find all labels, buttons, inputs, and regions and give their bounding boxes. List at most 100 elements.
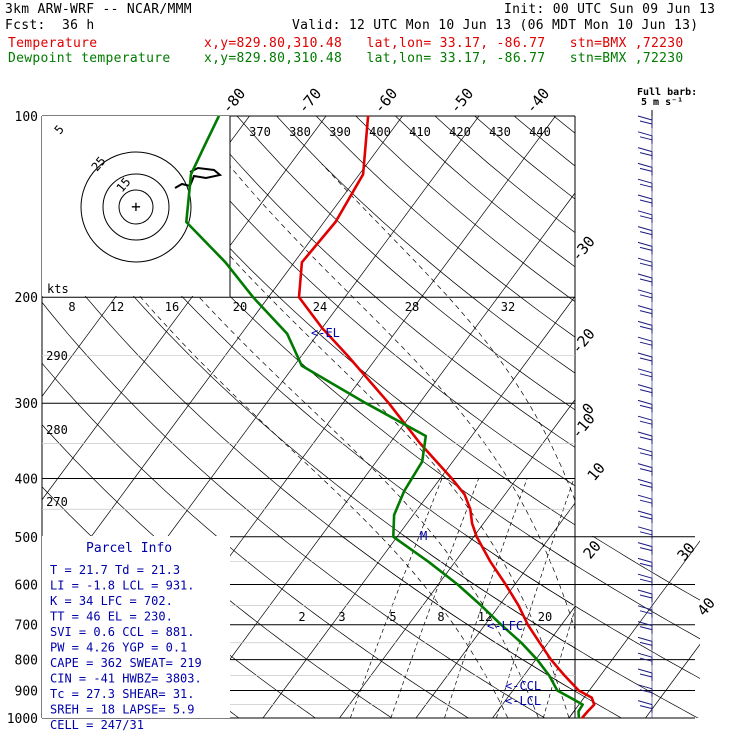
barb-legend-title: Full barb: bbox=[637, 87, 697, 98]
isotherm-label: -40 bbox=[522, 85, 553, 117]
pressure-label: 500 bbox=[15, 531, 38, 546]
wind-barb bbox=[637, 399, 653, 409]
mixing-ratio-label-lower: 20 bbox=[538, 610, 552, 624]
hodograph-background bbox=[42, 116, 230, 296]
wind-barb bbox=[637, 557, 653, 567]
pressure-label: 1000 bbox=[7, 712, 38, 727]
isotherms-lower bbox=[568, 540, 700, 718]
model-title: 3km ARW-WRF -- NCAR/MMM bbox=[5, 2, 192, 17]
dry-adiabat-line bbox=[236, 116, 575, 411]
parcel-row: Tc = 27.3 SHEAR= 31. bbox=[50, 687, 195, 701]
pressure-label: 800 bbox=[15, 654, 38, 669]
dry-adiabat-line bbox=[42, 301, 546, 718]
theta-label: 440 bbox=[529, 125, 551, 139]
pressure-label: 200 bbox=[15, 291, 38, 306]
temperature-point bbox=[475, 535, 478, 538]
temperature-point bbox=[590, 696, 593, 699]
isotherm-line bbox=[42, 116, 403, 604]
dewpoint-point bbox=[393, 514, 395, 516]
parcel-title: Parcel Info bbox=[86, 541, 172, 556]
barb-legend-units: 5 m s⁻¹ bbox=[641, 97, 683, 108]
isotherm-line bbox=[568, 709, 575, 718]
wind-barbs: Full barb:5 m s⁻¹ bbox=[637, 87, 697, 718]
hodograph-ring bbox=[102, 173, 170, 241]
parcel-row: SVI = 0.6 CCL = 881. bbox=[50, 625, 195, 639]
wind-barb bbox=[637, 636, 653, 646]
temperature-point bbox=[450, 477, 453, 480]
valid-time: Valid: 12 UTC Mon 10 Jun 13 (06 MDT Mon … bbox=[292, 18, 699, 33]
mixing-ratio-label-lower: 5 bbox=[389, 610, 396, 624]
dry-adiabat-line bbox=[403, 536, 699, 718]
pressure-label: 400 bbox=[15, 472, 38, 487]
dry-adiabat-line bbox=[591, 536, 700, 601]
mixing-ratio-label-lower: 3 bbox=[338, 610, 345, 624]
pressure-label: 900 bbox=[15, 684, 38, 699]
isotherm-label: -50 bbox=[446, 85, 477, 117]
isotherm-line bbox=[186, 192, 575, 718]
parcel-background bbox=[42, 536, 230, 718]
wind-barb bbox=[637, 131, 653, 141]
dewpoint-point bbox=[190, 173, 192, 176]
parcel-info-box: Parcel Info T = 21.7 Td = 21.3 LI = -1.8 L… bbox=[42, 536, 230, 732]
wind-barb bbox=[637, 478, 653, 488]
wind-barb bbox=[637, 289, 653, 299]
mixing-ratio-label: 12 bbox=[110, 300, 124, 314]
dry-adiabats-lower bbox=[341, 536, 700, 718]
wind-barb bbox=[637, 526, 653, 536]
wind-barb bbox=[637, 352, 653, 362]
theta-label: 420 bbox=[449, 125, 471, 139]
wind-barb bbox=[637, 431, 653, 441]
dewpoint-point bbox=[456, 583, 459, 586]
temperature-point bbox=[321, 327, 323, 329]
wind-barb bbox=[637, 384, 653, 394]
dewpoint-point bbox=[427, 560, 430, 563]
temperature-point bbox=[301, 261, 303, 264]
mixing-ratio-label: 24 bbox=[313, 300, 327, 314]
dewpoint-point bbox=[569, 696, 572, 699]
theta-label: 400 bbox=[369, 125, 391, 139]
isotherm-label: 20 bbox=[579, 537, 604, 562]
temperature-point bbox=[362, 173, 364, 176]
pressure-label: 300 bbox=[15, 397, 38, 412]
temperature-point bbox=[298, 296, 300, 299]
dewpoint-point bbox=[500, 623, 502, 626]
wind-barb bbox=[637, 320, 653, 330]
moist-adiabat-line bbox=[321, 163, 575, 502]
wind-barb bbox=[637, 652, 653, 662]
parcel-row: TT = 46 EL = 230. bbox=[50, 610, 173, 624]
theta-label: 390 bbox=[329, 125, 351, 139]
dry-adiabat-line bbox=[474, 116, 575, 200]
isotherm-label: -70 bbox=[294, 85, 325, 117]
mixing-ratio-label-lower: 2 bbox=[298, 610, 305, 624]
dewpoint-point bbox=[425, 435, 427, 437]
dry-adiabat-line bbox=[78, 116, 575, 566]
mixing-ratio-label: 16 bbox=[165, 300, 179, 314]
dry-adiabat-line bbox=[341, 536, 623, 718]
dry-adiabat-line bbox=[197, 116, 575, 448]
temperature-point bbox=[577, 689, 580, 692]
wind-barb bbox=[637, 700, 653, 710]
wind-barb bbox=[637, 684, 653, 694]
wind-barb bbox=[637, 210, 653, 220]
temperature-point bbox=[563, 674, 566, 677]
dewpoint-point bbox=[480, 604, 482, 607]
theta-label-left: 270 bbox=[46, 495, 68, 509]
isotherm-line bbox=[568, 540, 700, 718]
wind-barb bbox=[637, 573, 653, 583]
dry-adiabat-line bbox=[276, 116, 575, 374]
wind-barb bbox=[637, 226, 653, 236]
diagram-grid bbox=[41, 115, 740, 719]
temperature-point bbox=[419, 442, 422, 445]
theta-label: 410 bbox=[409, 125, 431, 139]
dewpoint-point bbox=[218, 115, 220, 117]
dry-adiabat-line bbox=[395, 116, 575, 268]
dewpoint-point bbox=[421, 460, 423, 463]
isotherm-line bbox=[646, 116, 740, 718]
wind-barb bbox=[637, 115, 653, 125]
parcel-row: CELL = 247/31 bbox=[50, 718, 144, 732]
dry-adiabat-line bbox=[513, 116, 575, 167]
wind-barb bbox=[637, 542, 653, 552]
mixing-ratio-label: 8 bbox=[68, 300, 75, 314]
temperature-point bbox=[367, 115, 369, 117]
